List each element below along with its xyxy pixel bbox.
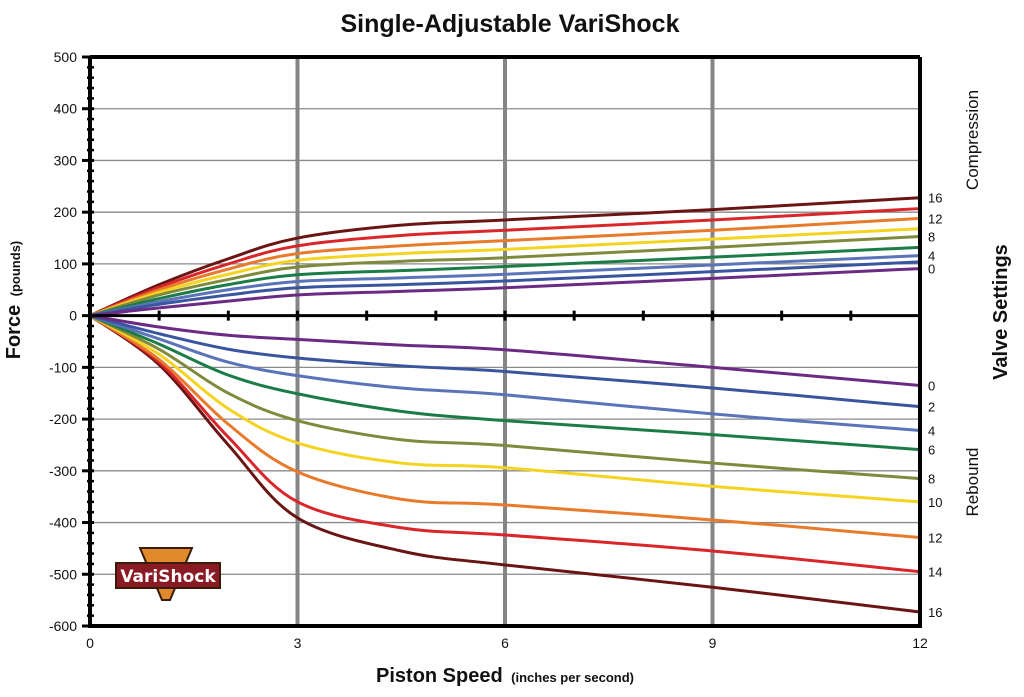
x-axis-title: Piston Speed (inches per second) <box>376 665 634 687</box>
rebound-line-4 <box>89 314 921 432</box>
rebound-line-16 <box>89 314 921 614</box>
compression-line-0 <box>89 267 921 318</box>
rebound-label-16: 16 <box>928 605 942 620</box>
compression-line-12 <box>89 216 921 318</box>
x-tick-label: 0 <box>86 635 94 651</box>
rebound-line-2 <box>89 314 921 409</box>
logo-text: VariShock <box>120 567 216 587</box>
y-tick-label: 500 <box>54 49 78 65</box>
x-tick-label: 3 <box>294 635 302 651</box>
compression-line-4 <box>89 254 921 318</box>
varishock-logo: VariShock <box>115 547 221 601</box>
y-axis-label: Force <box>3 305 25 359</box>
valve-settings-label: Valve Settings <box>990 244 1012 380</box>
chart-title: Single-Adjustable VariShock <box>341 10 680 38</box>
y-tick-label: 300 <box>54 152 78 168</box>
rebound-label-12: 12 <box>928 531 942 546</box>
y-tick-label: 0 <box>69 308 77 324</box>
y-tick-label: -400 <box>49 515 77 531</box>
x-tick-label: 6 <box>501 635 509 651</box>
y-tick-label: 100 <box>54 256 78 272</box>
x-axis-unit: (inches per second) <box>511 670 634 685</box>
y-axis-title: Force (pounds) <box>3 241 25 360</box>
rebound-line-8 <box>89 314 921 481</box>
y-tick-label: -200 <box>49 411 77 427</box>
y-tick-label: -500 <box>49 566 77 582</box>
rebound-label-0: 0 <box>928 378 935 393</box>
compression-line-16 <box>89 196 921 318</box>
compression-line-10 <box>89 227 921 318</box>
compression-line-14 <box>89 207 921 318</box>
rebound-line-14 <box>89 314 921 574</box>
compression-line-6 <box>89 245 921 318</box>
y-tick-label: 400 <box>54 101 78 117</box>
x-tick-label: 9 <box>709 635 717 651</box>
rebound-label-8: 8 <box>928 472 935 487</box>
compression-label-16: 16 <box>928 191 942 206</box>
y-tick-label: 200 <box>54 204 78 220</box>
rebound-line-0 <box>89 314 921 387</box>
x-tick-label: 12 <box>912 635 928 651</box>
rebound-label-14: 14 <box>928 565 942 580</box>
compression-label-8: 8 <box>928 229 935 244</box>
grid <box>90 57 920 626</box>
rebound-label-10: 10 <box>928 495 942 510</box>
compression-line-2 <box>89 260 921 318</box>
rebound-label-4: 4 <box>928 423 935 438</box>
x-axis-label: Piston Speed <box>376 665 503 687</box>
rebound-line-12 <box>89 314 921 540</box>
series-lines <box>89 196 921 614</box>
rebound-label-6: 6 <box>928 443 935 458</box>
y-axis-unit: (pounds) <box>8 241 23 297</box>
y-tick-label: -300 <box>49 463 77 479</box>
compression-label-12: 12 <box>928 211 942 226</box>
rebound-line-6 <box>89 314 921 452</box>
rebound-label: Rebound <box>963 447 982 516</box>
compression-label: Compression <box>963 90 982 190</box>
tick-labels: 500 400 300 200 100 0 -100 -200 -300 -400 -500 -600… <box>49 49 928 651</box>
compression-label-4: 4 <box>928 249 935 264</box>
axes <box>82 55 922 628</box>
compression-label-0: 0 <box>928 262 935 277</box>
y-tick-label: -100 <box>49 359 77 375</box>
rebound-line-10 <box>89 314 921 504</box>
compression-line-8 <box>89 234 921 318</box>
y-tick-label: -600 <box>49 618 77 634</box>
rebound-label-2: 2 <box>928 400 935 415</box>
